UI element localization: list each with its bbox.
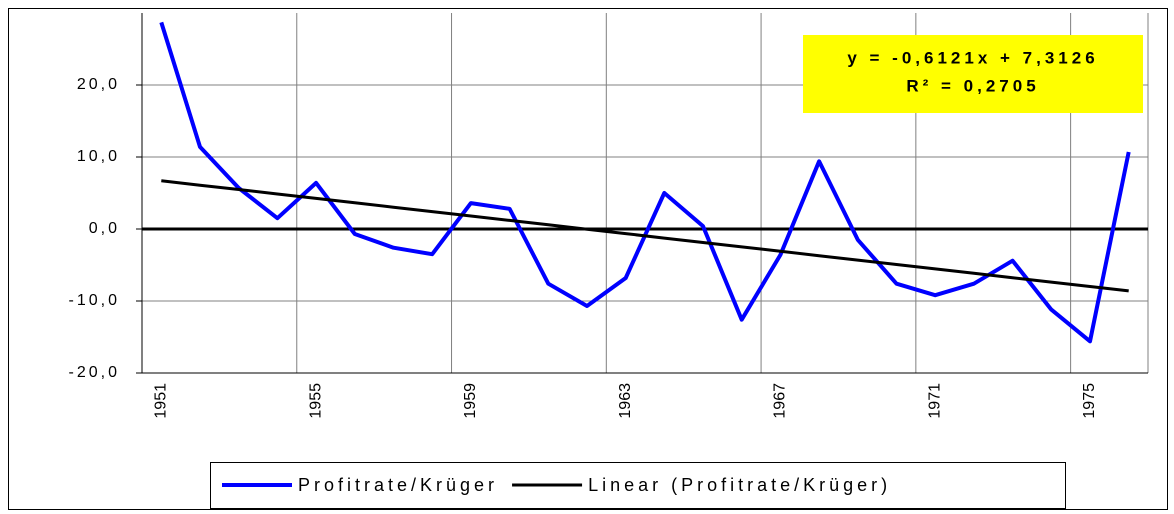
legend-label: Profitrate/Krüger xyxy=(298,475,498,495)
y-tick-label: -10,0 xyxy=(69,292,120,309)
y-tick-label: 20,0 xyxy=(77,76,120,93)
x-tick-label: 1963 xyxy=(617,383,634,419)
legend-label: Linear (Profitrate/Krüger) xyxy=(588,475,891,495)
y-tick-label: 10,0 xyxy=(77,148,120,165)
x-tick-label: 1971 xyxy=(926,383,943,419)
x-tick-label: 1959 xyxy=(462,383,479,419)
y-tick-label: -20,0 xyxy=(69,364,120,381)
annotation-box xyxy=(803,35,1143,113)
y-tick-label: 0,0 xyxy=(89,220,120,237)
x-tick-label: 1967 xyxy=(772,383,789,419)
annotation-text: y = -0,6121x + 7,3126 xyxy=(847,48,1098,67)
x-tick-label: 1975 xyxy=(1081,383,1098,419)
x-tick-label: 1955 xyxy=(307,383,324,419)
legend-box xyxy=(210,462,1066,509)
trend-line xyxy=(161,179,1129,293)
annotation-text: R² = 0,2705 xyxy=(906,76,1039,95)
x-tick-label: 1951 xyxy=(153,383,170,419)
